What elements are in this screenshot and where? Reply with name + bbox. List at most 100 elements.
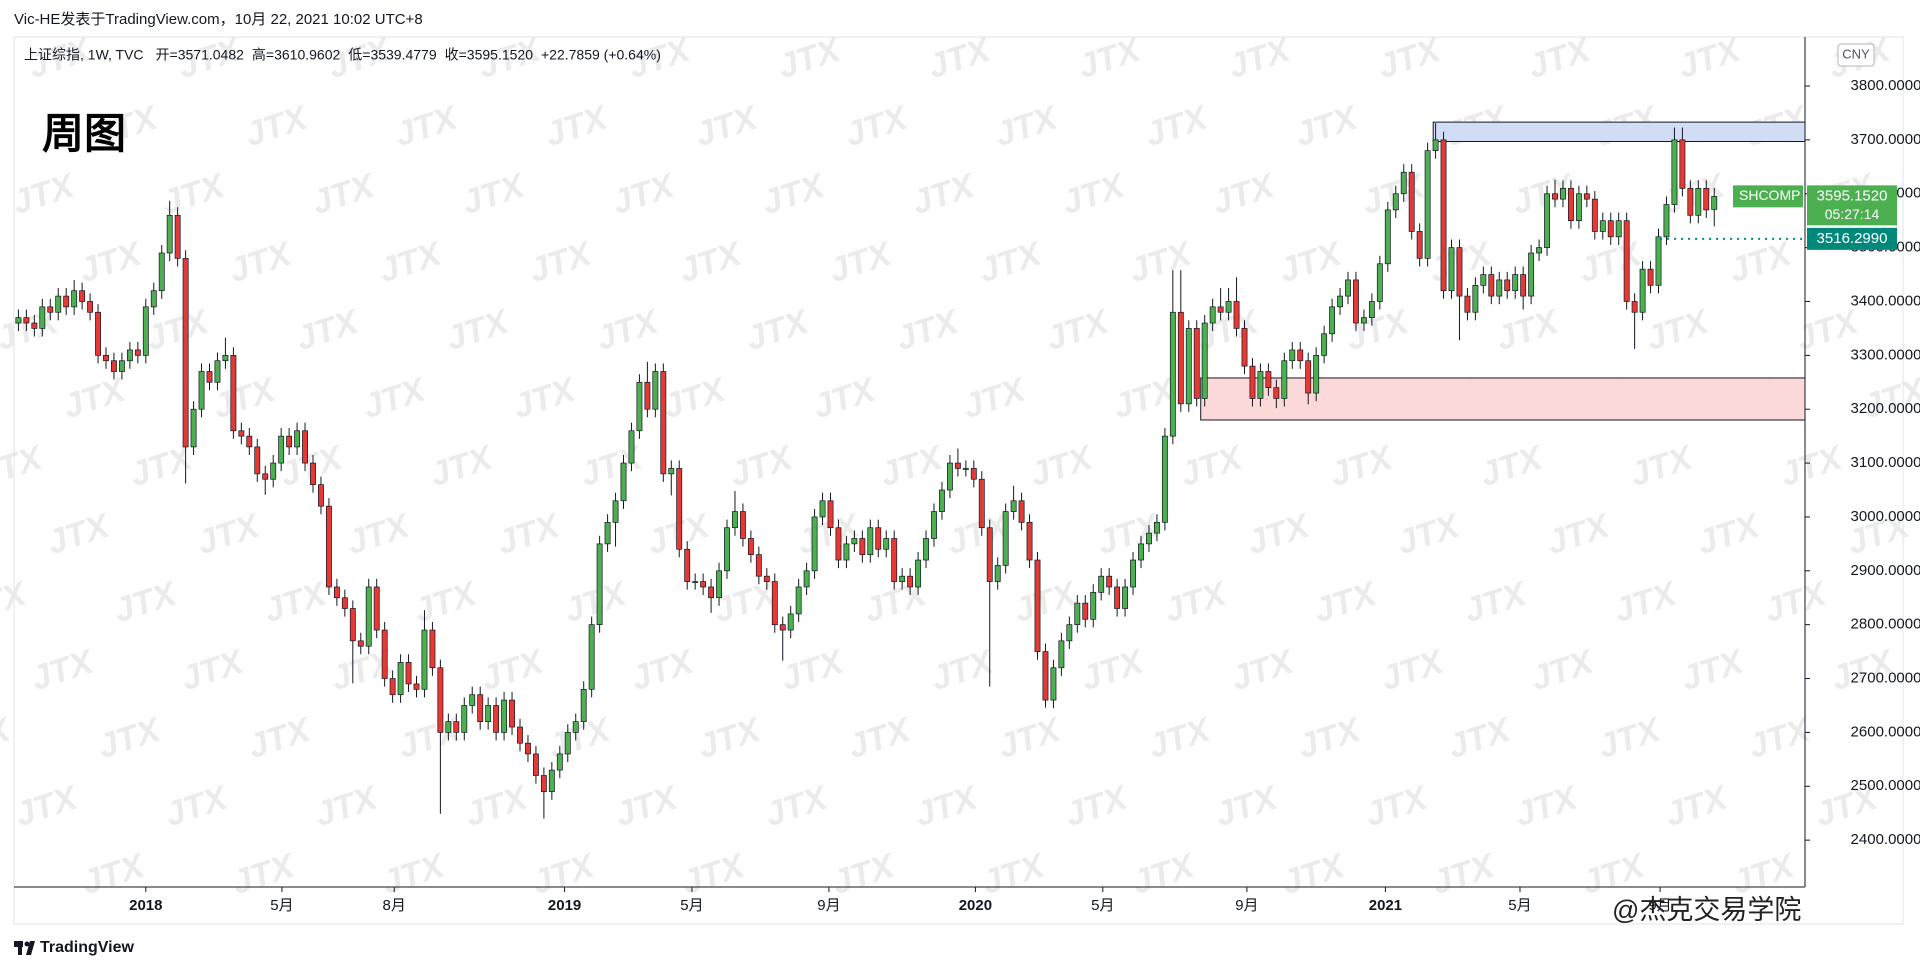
candle-body (1042, 651, 1049, 701)
candle-body (1050, 667, 1057, 701)
candle-body (1432, 139, 1439, 152)
candle-body (939, 489, 945, 512)
candle-body (954, 462, 961, 469)
candle-body (803, 570, 810, 588)
candle-body (771, 581, 778, 626)
candle-body (1122, 586, 1129, 609)
x-tick-label: 2020 (959, 897, 992, 914)
candle-body (1002, 511, 1009, 566)
candle-body (1544, 193, 1550, 248)
x-tick-label: 5月 (1091, 897, 1114, 914)
candle-body (1185, 328, 1192, 405)
candle-body (835, 527, 842, 561)
candle-body (588, 624, 595, 690)
candle-body (517, 726, 523, 744)
candle-body (262, 473, 269, 480)
candle-body (230, 354, 237, 432)
y-tick-label: 2500.0000 (1851, 777, 1920, 794)
candle-body (87, 301, 94, 313)
candle-body (1591, 198, 1598, 232)
candle-body (254, 446, 261, 475)
candle-body (891, 538, 898, 582)
candle-body (787, 613, 794, 631)
candle-body (198, 371, 205, 410)
candle-body (1329, 306, 1336, 335)
candle-body (421, 629, 428, 690)
candle-body (1663, 204, 1670, 238)
candle-body (1321, 333, 1328, 356)
candle-body (1225, 301, 1232, 313)
candle-body (1146, 532, 1152, 545)
candle-body (294, 430, 301, 448)
candle-body (238, 430, 245, 437)
candle-body (1599, 220, 1606, 232)
candle-body (111, 360, 117, 372)
zone (1432, 121, 1806, 142)
candle-body (413, 683, 420, 690)
last-price-label: 3595.1520 (1817, 187, 1888, 204)
candle-body (636, 381, 643, 432)
candle-body (286, 435, 293, 448)
candle-body (389, 678, 396, 696)
candle-body (310, 462, 316, 485)
candle-body (501, 699, 508, 733)
candle-body (811, 516, 818, 572)
candle-body (1416, 231, 1423, 259)
candle-body (692, 581, 699, 583)
candle-body (79, 290, 86, 302)
candle-body (341, 597, 348, 609)
candle-body (915, 559, 922, 588)
candle-body (1392, 193, 1399, 211)
candle-body (1623, 220, 1630, 302)
candle-body (1695, 188, 1702, 216)
candle-body (318, 484, 324, 507)
candle-body (1066, 624, 1073, 642)
legend-high: 高=3610.9602 (252, 47, 341, 63)
candle-body (676, 468, 683, 550)
y-tick-label: 2400.0000 (1851, 831, 1920, 848)
candle-body (1289, 349, 1296, 362)
candle-body (962, 468, 969, 470)
candle-body (1114, 586, 1121, 609)
candle-body (302, 430, 308, 464)
candle-body (1018, 500, 1025, 523)
candle-body (206, 371, 213, 383)
logo (14, 941, 35, 955)
candle-body (1177, 311, 1184, 405)
candle-body (1615, 220, 1622, 238)
candle-body (493, 705, 500, 733)
candle-body (71, 290, 78, 308)
candle-body (1217, 306, 1224, 313)
candle-body (1090, 592, 1097, 620)
candle-body (540, 775, 547, 793)
candle-body (708, 586, 715, 599)
candle-body (739, 511, 746, 539)
currency[interactable]: CNY (1842, 46, 1870, 61)
credit: @杰克交易学院 (1612, 895, 1801, 925)
symbol-tag: SHCOMP (1739, 187, 1800, 203)
x-tick-label: 9月 (1235, 897, 1258, 914)
candle-body (946, 462, 953, 491)
candle-body (763, 575, 770, 582)
candle-body (158, 252, 165, 292)
candle-body (755, 554, 762, 577)
currency-button[interactable] (1837, 43, 1875, 67)
candle-body (23, 317, 30, 324)
candle-body (15, 317, 22, 324)
candle-body (1504, 279, 1511, 292)
candle-body (1169, 311, 1176, 437)
last-price-bg (1807, 185, 1897, 226)
legend-symbol: 上证综指, 1W, TVC (24, 47, 144, 63)
candle-body (1273, 387, 1280, 399)
candle-body (684, 548, 691, 582)
legend-open: 开=3571.0482 (156, 47, 245, 63)
candle-body (1360, 317, 1367, 324)
candle-body (278, 435, 285, 464)
candle-body (923, 538, 929, 561)
candle-body (150, 290, 157, 308)
candle-body (899, 575, 906, 582)
x-tick-label: 2021 (1369, 897, 1402, 914)
candle-body (716, 570, 722, 599)
candle-body (1679, 139, 1686, 189)
